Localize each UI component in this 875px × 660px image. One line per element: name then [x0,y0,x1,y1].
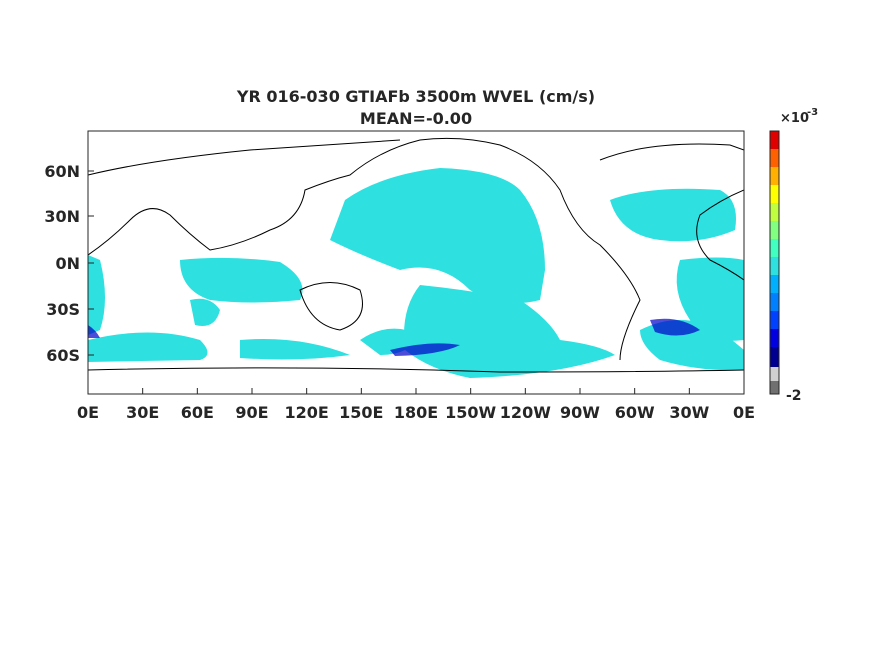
lon-tick-label: 30E [126,403,159,422]
colorbar: ×10 -3 -2 [769,107,818,404]
lon-tick-label: 90W [560,403,600,422]
lat-tick-label: 30S [46,300,80,319]
lon-tick-label: 30W [669,403,709,422]
lon-tick-label: 60E [181,403,214,422]
lon-tick-label: 0E [733,403,755,422]
lon-tick-label: 150W [445,403,496,422]
ocean-field [88,168,744,378]
lon-tick-label: 0E [77,403,99,422]
lon-tick-label: 60W [615,403,655,422]
lon-tick-label: 180E [394,403,438,422]
lon-tick-label: 120E [285,403,329,422]
colorbar-exponent: -3 [807,107,818,118]
lon-tick-label: 150E [339,403,383,422]
title: YR 016-030 GTIAFb 3500m WVEL (cm/s) [236,87,595,106]
lat-tick-label: 30N [44,207,80,226]
negative-anomaly [88,318,700,356]
lat-tick-label: 60S [46,346,80,365]
lat-tick-label: 60N [44,162,80,181]
lat-tick-label: 0N [55,254,80,273]
ticks: 60N 30N 0N 30S 60S 0E 30E 60E 90E 120E 150E 180E 150… [44,162,755,422]
map-area [88,137,744,378]
colorbar-exponent-base: ×10 [780,111,809,126]
coastlines [88,137,744,373]
subtitle: MEAN=-0.00 [360,109,472,128]
lon-tick-label: 120W [500,403,551,422]
lon-tick-label: 90E [235,403,268,422]
colorbar-tick-label: -2 [786,388,802,404]
